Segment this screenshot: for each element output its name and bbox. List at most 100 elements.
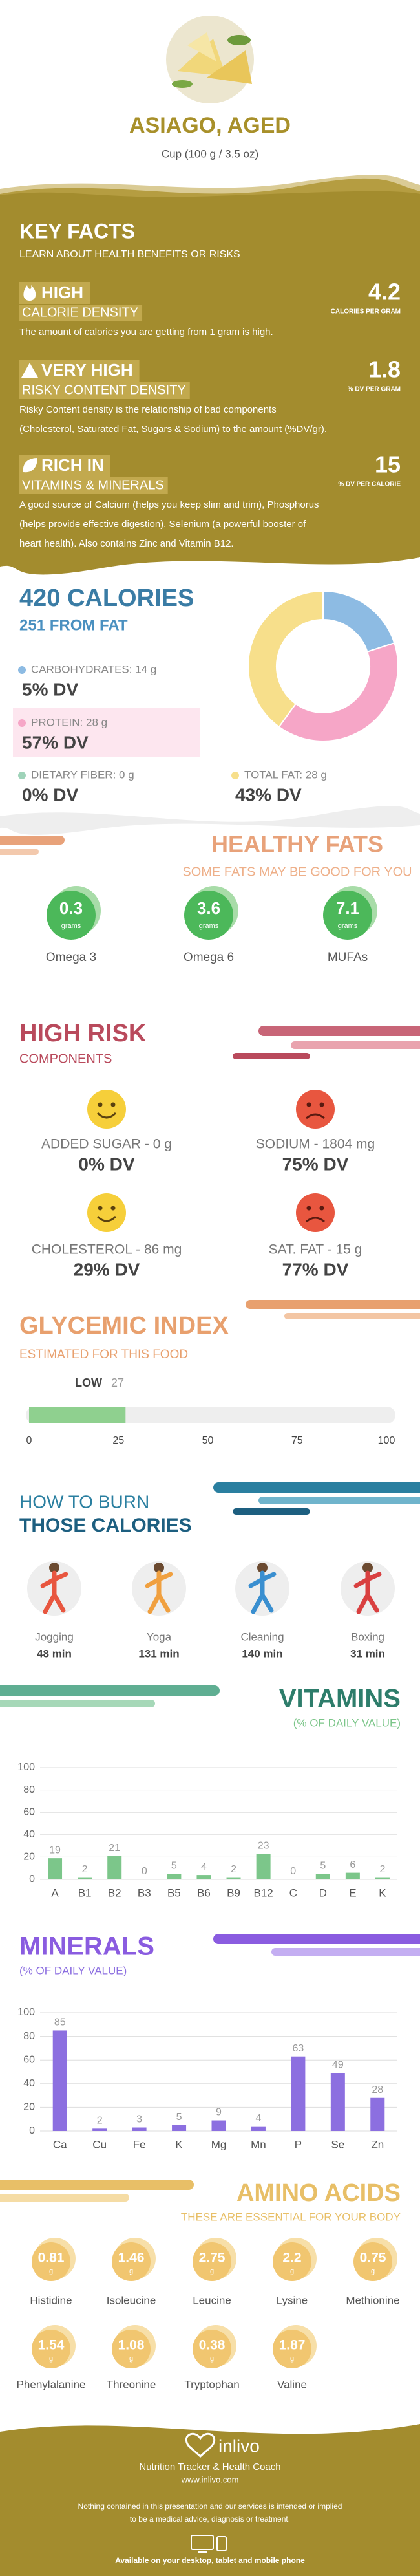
bar <box>330 2073 345 2131</box>
url: www.inlivo.com <box>181 2474 239 2484</box>
badge <box>112 2330 151 2368</box>
bar <box>107 1856 122 1879</box>
y-tick-label: 20 <box>23 2102 35 2113</box>
bar <box>375 1877 390 1879</box>
icon-body <box>248 1570 277 1614</box>
bar <box>315 1874 330 1879</box>
description: The amount of calories you are getting f… <box>19 327 273 338</box>
x-tick-label: C <box>289 1887 297 1899</box>
section-subtitle: COMPONENTS <box>19 1052 112 1066</box>
decor-minerals <box>213 1934 420 1956</box>
section-subtitle: SOME FATS MAY BE GOOD FOR YOU <box>182 865 412 879</box>
icon-head <box>154 1563 164 1573</box>
bar <box>172 2125 187 2131</box>
risk-name: SAT. FAT - 15 g <box>269 1242 362 1257</box>
y-tick-label: 80 <box>23 2031 35 2042</box>
device-icons <box>191 2535 227 2553</box>
x-tick-label: 50 <box>202 1435 214 1446</box>
unit: g <box>129 2268 133 2275</box>
value-label: 19 <box>49 1845 61 1856</box>
value: 1.87 <box>279 2338 306 2353</box>
name: Lysine <box>277 2294 308 2306</box>
section-subtitle: (% OF DAILY VALUE) <box>293 1716 401 1729</box>
label: VITAMINS & MINERALS <box>22 478 164 492</box>
decor-risk <box>233 1026 420 1059</box>
x-tick-label: 75 <box>291 1435 303 1446</box>
value-label: 23 <box>258 1840 269 1851</box>
value-label: 21 <box>109 1843 120 1854</box>
nutrient-dv: 5% DV <box>22 679 78 699</box>
unit: grams <box>61 922 81 930</box>
title: ASIAGO, AGED <box>129 113 291 138</box>
section-title: HOW TO BURN <box>19 1491 149 1511</box>
label-box <box>19 305 143 321</box>
value-label: 6 <box>350 1859 355 1870</box>
value-label: 3 <box>136 2114 142 2125</box>
logo <box>185 2432 216 2458</box>
value-label: 2 <box>380 1864 386 1875</box>
unit: g <box>290 2268 294 2275</box>
value: 1.08 <box>118 2338 145 2353</box>
x-tick-label: 25 <box>112 1435 124 1446</box>
value-label: 85 <box>54 2017 66 2028</box>
bar <box>92 2128 107 2131</box>
badge <box>273 2242 311 2281</box>
wave <box>0 175 420 197</box>
badge <box>353 2242 392 2281</box>
risk-name: SODIUM - 1804 mg <box>256 1137 375 1152</box>
name: Histidine <box>30 2294 72 2306</box>
x-tick-label: E <box>349 1887 356 1899</box>
decor-vitamins <box>0 1685 220 1707</box>
value-label: 63 <box>292 2043 304 2054</box>
activity: Yoga <box>147 1630 172 1643</box>
nutrient-name: TOTAL FAT: 28 g <box>244 768 327 781</box>
x-tick-label: B6 <box>197 1887 211 1899</box>
badge <box>112 2242 151 2281</box>
nutrient-name: CARBOHYDRATES: 14 g <box>31 663 156 675</box>
value: 2.2 <box>282 2251 301 2266</box>
bar <box>211 2120 226 2131</box>
y-tick-label: 100 <box>17 1762 35 1773</box>
x-tick-label: Cu <box>92 2138 107 2150</box>
bar <box>167 1874 182 1879</box>
badge <box>323 891 372 940</box>
x-tick-label: Mn <box>251 2138 266 2150</box>
value-label: 49 <box>332 2060 344 2071</box>
icon-body <box>145 1570 173 1614</box>
unit: g <box>290 2355 294 2363</box>
value: 0.3 <box>59 898 83 918</box>
name: Omega 3 <box>46 951 96 964</box>
time: 131 min <box>138 1647 179 1660</box>
x-tick-label: K <box>175 2138 183 2150</box>
bar <box>78 1877 92 1879</box>
risk-name: ADDED SUGAR - 0 g <box>41 1137 172 1152</box>
description: (helps provide effective digestion), Sel… <box>19 519 306 530</box>
value-label: 9 <box>216 2107 222 2118</box>
icon-warning <box>21 363 38 378</box>
value: 1.46 <box>118 2251 145 2266</box>
value-label: 2 <box>82 1864 88 1875</box>
unit: g <box>210 2268 214 2275</box>
y-tick-label: 100 <box>17 2007 35 2018</box>
level: LOW <box>75 1376 102 1389</box>
value-label: 2 <box>97 2116 103 2127</box>
divider <box>0 806 420 835</box>
value-label: 4 <box>255 2113 261 2124</box>
bar <box>370 2097 385 2131</box>
value: 0.81 <box>38 2251 65 2266</box>
value: 2.75 <box>199 2251 226 2266</box>
name: MUFAs <box>328 951 368 964</box>
unit: % DV PER CALORIE <box>338 481 401 488</box>
section-subtitle: (% OF DAILY VALUE) <box>19 1964 127 1976</box>
donut-slice <box>247 590 324 728</box>
section-subtitle: ESTIMATED FOR THIS FOOD <box>19 1348 188 1361</box>
section-title: VITAMINS <box>279 1685 401 1713</box>
y-tick-label: 60 <box>23 2054 35 2065</box>
value-label: 0 <box>290 1866 296 1877</box>
unit: grams <box>338 922 358 930</box>
badge <box>32 2330 70 2368</box>
section-subtitle: THOSE CALORIES <box>19 1515 192 1536</box>
y-tick-label: 0 <box>29 1874 35 1885</box>
value: 4.2 <box>368 279 401 305</box>
